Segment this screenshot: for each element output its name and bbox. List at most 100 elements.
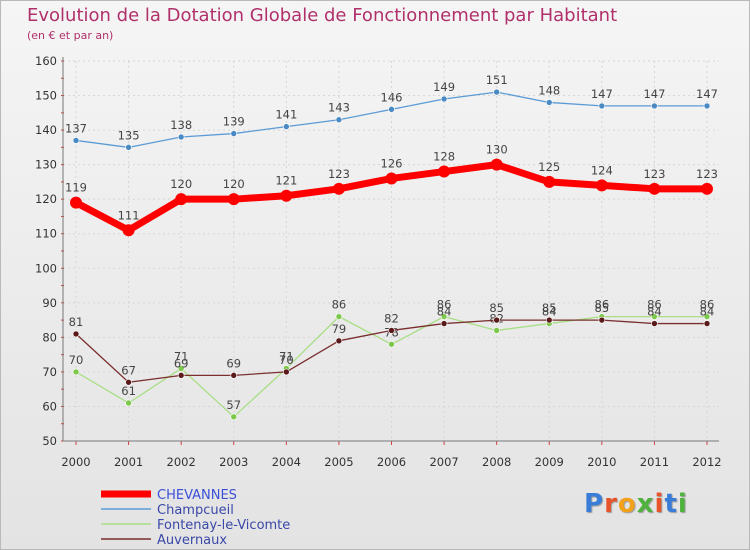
data-point-chevannes bbox=[70, 196, 82, 209]
data-point-auvernaux bbox=[598, 316, 606, 324]
data-label-champcueil: 149 bbox=[433, 80, 455, 94]
data-point-auvernaux bbox=[72, 330, 80, 338]
legend-label-champcueil: Champcueil bbox=[157, 503, 234, 518]
data-label-champcueil: 139 bbox=[223, 115, 245, 129]
data-point-champcueil bbox=[703, 102, 711, 110]
y-tick-label: 110 bbox=[35, 227, 57, 241]
data-point-chevannes bbox=[490, 158, 503, 171]
data-label-champcueil: 146 bbox=[381, 90, 403, 104]
data-label-chevannes: 120 bbox=[170, 177, 192, 191]
data-label-chevannes: 128 bbox=[433, 150, 455, 164]
data-point-fontenay-le-vicomte bbox=[493, 327, 500, 334]
x-tick-label: 2012 bbox=[692, 455, 721, 469]
data-label-fontenay-le-vicomte: 61 bbox=[121, 384, 136, 398]
data-label-chevannes: 125 bbox=[538, 160, 560, 174]
data-point-chevannes bbox=[280, 189, 293, 202]
data-label-champcueil: 138 bbox=[170, 118, 192, 132]
data-label-champcueil: 143 bbox=[328, 101, 350, 115]
data-point-chevannes bbox=[648, 182, 661, 195]
data-point-fontenay-le-vicomte bbox=[72, 368, 80, 376]
data-point-auvernaux bbox=[545, 316, 553, 324]
y-tick-label: 100 bbox=[35, 261, 57, 275]
x-tick-label: 2004 bbox=[272, 455, 301, 469]
x-tick-label: 2011 bbox=[640, 455, 669, 469]
data-label-champcueil: 147 bbox=[643, 87, 665, 101]
data-point-fontenay-le-vicomte bbox=[125, 399, 132, 407]
data-label-champcueil: 147 bbox=[696, 87, 718, 101]
data-label-chevannes: 123 bbox=[696, 167, 718, 181]
data-label-chevannes: 120 bbox=[223, 177, 245, 191]
y-tick-label: 60 bbox=[42, 399, 57, 413]
data-point-auvernaux bbox=[335, 337, 343, 345]
data-point-chevannes bbox=[227, 193, 240, 206]
data-point-auvernaux bbox=[703, 320, 711, 327]
data-label-fontenay-le-vicomte: 86 bbox=[647, 298, 662, 312]
data-label-champcueil: 148 bbox=[538, 83, 560, 97]
legend-label-fontenay-le-vicomte: Fontenay-le-Vicomte bbox=[157, 518, 290, 533]
data-label-auvernaux: 85 bbox=[542, 301, 557, 315]
data-point-chevannes bbox=[122, 224, 135, 237]
data-point-champcueil bbox=[440, 95, 448, 103]
data-label-fontenay-le-vicomte: 71 bbox=[279, 349, 294, 363]
data-label-auvernaux: 85 bbox=[595, 301, 610, 315]
legend-label-chevannes: CHEVANNES bbox=[157, 488, 237, 503]
y-tick-label: 140 bbox=[35, 123, 57, 137]
data-label-fontenay-le-vicomte: 86 bbox=[332, 298, 347, 312]
y-tick-label: 160 bbox=[35, 54, 57, 68]
data-point-champcueil bbox=[177, 133, 185, 141]
data-label-auvernaux: 79 bbox=[332, 322, 347, 336]
data-point-chevannes bbox=[595, 179, 608, 192]
data-label-fontenay-le-vicomte: 86 bbox=[437, 298, 452, 312]
legend-label-auvernaux: Auvernaux bbox=[157, 533, 227, 548]
data-point-fontenay-le-vicomte bbox=[440, 313, 448, 320]
data-point-champcueil bbox=[598, 102, 606, 110]
data-label-chevannes: 123 bbox=[643, 167, 665, 181]
data-label-auvernaux: 70 bbox=[279, 353, 294, 367]
data-label-champcueil: 141 bbox=[275, 108, 297, 122]
data-point-chevannes bbox=[385, 172, 398, 185]
data-point-auvernaux bbox=[283, 368, 290, 376]
data-point-champcueil bbox=[493, 88, 500, 96]
data-point-fontenay-le-vicomte bbox=[703, 313, 711, 320]
x-tick-label: 2005 bbox=[324, 455, 353, 469]
proxiti-logo: Proxiti bbox=[584, 489, 688, 519]
data-label-champcueil: 137 bbox=[65, 121, 87, 135]
data-label-auvernaux: 84 bbox=[647, 305, 662, 319]
data-label-auvernaux: 84 bbox=[437, 305, 452, 319]
x-tick-label: 2003 bbox=[219, 455, 248, 469]
data-point-fontenay-le-vicomte bbox=[388, 340, 395, 348]
data-point-chevannes bbox=[438, 165, 451, 178]
data-label-chevannes: 121 bbox=[275, 174, 297, 188]
data-point-auvernaux bbox=[493, 316, 500, 324]
x-tick-label: 2010 bbox=[587, 455, 616, 469]
chart-title: Evolution de la Dotation Globale de Fonc… bbox=[27, 5, 618, 26]
data-label-fontenay-le-vicomte: 57 bbox=[226, 398, 241, 412]
data-point-fontenay-le-vicomte bbox=[177, 365, 185, 372]
y-tick-label: 130 bbox=[35, 158, 57, 172]
data-label-auvernaux: 69 bbox=[174, 356, 189, 370]
data-label-fontenay-le-vicomte: 84 bbox=[542, 305, 557, 319]
data-label-chevannes: 119 bbox=[65, 181, 87, 195]
data-point-champcueil bbox=[335, 116, 343, 124]
y-tick-label: 120 bbox=[35, 192, 57, 206]
data-label-chevannes: 111 bbox=[118, 208, 140, 222]
data-point-champcueil bbox=[545, 99, 553, 106]
x-tick-label: 2006 bbox=[377, 455, 406, 469]
data-point-fontenay-le-vicomte bbox=[651, 313, 658, 320]
data-label-auvernaux: 85 bbox=[489, 301, 504, 315]
data-label-auvernaux: 82 bbox=[384, 311, 399, 325]
y-tick-label: 70 bbox=[42, 365, 57, 379]
data-point-chevannes bbox=[701, 182, 713, 195]
data-point-champcueil bbox=[651, 102, 658, 110]
data-label-auvernaux: 84 bbox=[700, 305, 715, 319]
data-label-chevannes: 123 bbox=[328, 167, 350, 181]
data-label-auvernaux: 67 bbox=[121, 363, 136, 377]
data-point-chevannes bbox=[543, 175, 556, 188]
x-tick-label: 2002 bbox=[167, 455, 196, 469]
data-label-fontenay-le-vicomte: 86 bbox=[700, 298, 715, 312]
data-label-fontenay-le-vicomte: 71 bbox=[174, 349, 189, 363]
data-point-champcueil bbox=[230, 130, 238, 137]
data-label-champcueil: 147 bbox=[591, 87, 613, 101]
data-point-auvernaux bbox=[125, 378, 132, 386]
